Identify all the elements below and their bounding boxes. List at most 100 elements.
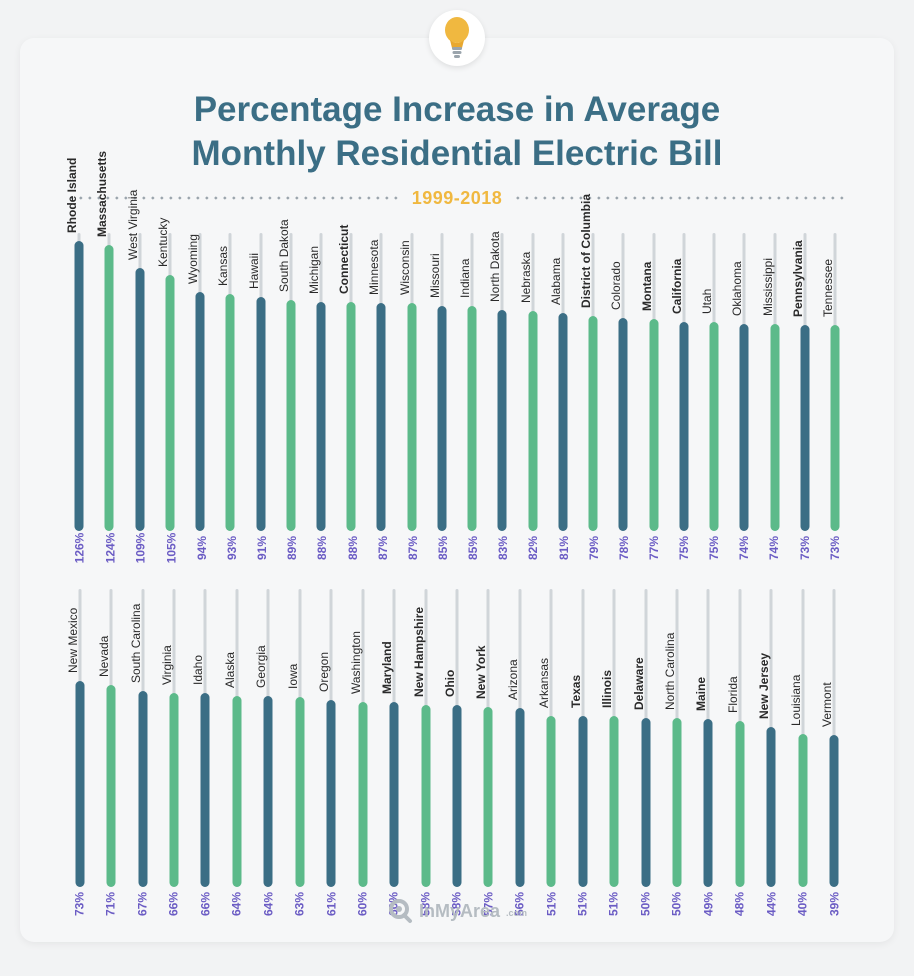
percent-value: 79% [587, 532, 601, 562]
infographic-card: Percentage Increase in Average Monthly R… [20, 38, 894, 942]
bar-fill [358, 702, 367, 886]
state-label: Kansas [216, 246, 230, 288]
state-label: Delaware [632, 657, 646, 712]
bar-fill [135, 268, 144, 530]
bar-fill [452, 705, 461, 886]
bar-column: Wyoming [185, 233, 215, 531]
bar-column: North Dakota [487, 233, 517, 531]
lightbulb-icon [429, 10, 485, 66]
state-label: Montana [640, 262, 654, 313]
chart-title: Percentage Increase in Average Monthly R… [20, 88, 894, 176]
state-label: New Jersey [757, 653, 771, 721]
state-label: New York [474, 645, 488, 701]
bar-column: Mississippi [759, 233, 789, 531]
bar-fill [558, 313, 567, 531]
bar-column: New Hampshire [410, 589, 441, 887]
state-label: Louisiana [789, 674, 803, 727]
bar-column: Minnesota [366, 233, 396, 531]
bar-column: South Dakota [276, 233, 306, 531]
percent-value: 105% [164, 532, 178, 563]
percent-value: 93% [225, 532, 239, 562]
bar-column: California [669, 233, 699, 531]
bar-fill [641, 718, 650, 887]
percent-value: 94% [195, 532, 209, 562]
percent-value: 75% [677, 532, 691, 562]
bar-column: West Virginia [124, 233, 154, 531]
bar-fill [649, 319, 658, 530]
state-label: Alaska [223, 652, 237, 690]
state-label: Indiana [458, 259, 472, 300]
state-label: Rhode Island [65, 158, 79, 235]
state-label: North Carolina [663, 633, 677, 712]
percent-value: 85% [436, 532, 450, 562]
bar-fill [830, 735, 839, 886]
percent-value: 89% [285, 532, 299, 562]
bar-fill [498, 310, 507, 531]
bar-fill [286, 300, 295, 530]
bar-fill [196, 292, 205, 530]
logo-icon [387, 898, 413, 924]
bar-fill [421, 705, 430, 886]
bar-fill [347, 302, 356, 531]
state-label: Washington [349, 631, 363, 696]
chart-row-2: New MexicoNevadaSouth CarolinaVirginiaId… [64, 589, 850, 887]
bar-fill [264, 696, 273, 887]
year-range: 1999-2018 [412, 188, 503, 209]
state-label: Massachusetts [95, 151, 109, 239]
state-label: Utah [700, 289, 714, 316]
title-line-1: Percentage Increase in Average [194, 90, 721, 129]
footer: InMyArea .com [20, 898, 894, 924]
bar-fill [679, 322, 688, 530]
footer-brand: InMyArea [419, 901, 500, 922]
bar-fill [256, 297, 265, 531]
chart-row-1: Rhode IslandMassachusettsWest VirginiaKe… [64, 233, 850, 531]
bar-column: Rhode Island [64, 233, 94, 531]
bar-fill [75, 681, 84, 886]
state-label: Georgia [254, 645, 268, 690]
bar-fill [710, 322, 719, 530]
bar-fill [830, 325, 839, 530]
bar-column: Maryland [378, 589, 409, 887]
subtitle-row: 1999-2018 [20, 188, 894, 209]
bar-fill [484, 707, 493, 887]
state-label: Hawaii [247, 253, 261, 291]
state-label: North Dakota [488, 231, 502, 304]
bar-column: Pennsylvania [790, 233, 820, 531]
bar-column: Kentucky [155, 233, 185, 531]
percent-value: 88% [346, 532, 360, 562]
state-label: Wisconsin [398, 241, 412, 298]
state-label: Arizona [506, 660, 520, 703]
percent-value: 73% [828, 532, 842, 562]
bar-fill [165, 275, 174, 531]
state-label: Idaho [191, 655, 205, 687]
state-label: Mississippi [761, 258, 775, 318]
bar-column: South Carolina [127, 589, 158, 887]
state-label: Alabama [549, 257, 563, 306]
state-label: District of Columbia [579, 194, 593, 310]
percent-value: 77% [647, 532, 661, 562]
percent-value: 75% [707, 532, 721, 562]
bar-column: Nevada [95, 589, 126, 887]
percent-value: 87% [406, 532, 420, 562]
bar-fill [610, 716, 619, 886]
percent-value: 124% [103, 532, 117, 563]
state-label: Kentucky [156, 217, 170, 268]
chart-row-1-block: Rhode IslandMassachusettsWest VirginiaKe… [20, 233, 894, 555]
state-label: Illinois [600, 670, 614, 710]
title-line-2: Monthly Residential Electric Bill [192, 134, 723, 173]
bar-fill [407, 303, 416, 530]
bar-column: Kansas [215, 233, 245, 531]
percent-value: 126% [72, 532, 86, 563]
percent-value: 109% [134, 532, 148, 563]
bar-fill [327, 700, 336, 886]
percent-value: 91% [255, 532, 269, 562]
values-row-1: 126%124%109%105%94%93%91%89%88%88%87%87%… [64, 541, 850, 555]
bar-column: Montana [638, 233, 668, 531]
bar-fill [578, 716, 587, 886]
state-label: Connecticut [337, 224, 351, 295]
bar-fill [201, 693, 210, 887]
state-label: Maryland [380, 641, 394, 696]
bar-column: Arkansas [536, 589, 567, 887]
state-label: California [670, 259, 684, 316]
state-label: Missouri [428, 254, 442, 301]
